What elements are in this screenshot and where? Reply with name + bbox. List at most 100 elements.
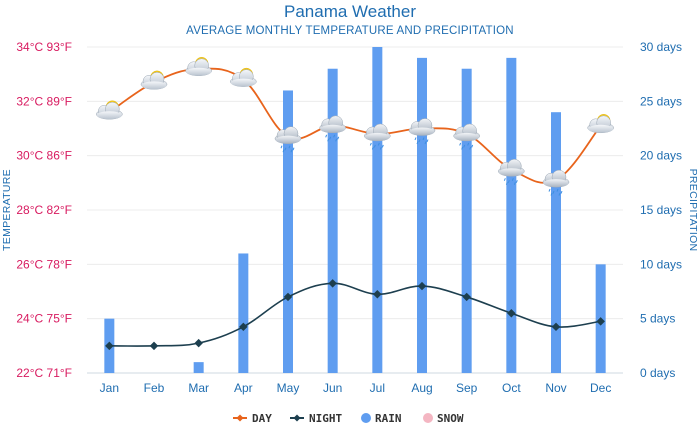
night-point[interactable]	[239, 322, 248, 332]
rain-bar[interactable]	[193, 362, 204, 373]
rain-bar[interactable]	[461, 68, 472, 373]
raindrop-icon	[290, 149, 293, 153]
sun-cloud-icon	[185, 57, 212, 76]
y-left-tick-label: 34°C 93°F	[16, 40, 72, 54]
night-point[interactable]	[373, 289, 382, 299]
night-point[interactable]	[149, 341, 159, 351]
rain-bar[interactable]	[327, 68, 338, 373]
raindrop-icon	[469, 146, 472, 150]
legend-item-rain[interactable]: RAIN	[361, 412, 402, 425]
night-point[interactable]	[462, 292, 471, 302]
legend-item-night[interactable]: NIGHT	[290, 412, 342, 425]
cloud-fill	[543, 179, 569, 188]
legend-label: NIGHT	[309, 412, 342, 425]
x-tick-label: Aug	[411, 381, 432, 395]
raindrop-icon	[461, 146, 464, 150]
raindrop-icon	[548, 188, 551, 192]
rain-cloud-icon	[542, 169, 570, 196]
rain-cloud-icon	[408, 118, 436, 145]
y-left-tick-label: 24°C 75°F	[16, 312, 72, 326]
night-point[interactable]	[596, 317, 605, 326]
rain-bar[interactable]	[372, 47, 383, 373]
rain-bar[interactable]	[238, 253, 249, 373]
legend-swatch-dot	[423, 413, 433, 423]
sun-cloud-icon	[96, 100, 123, 120]
legend-swatch-marker	[293, 414, 301, 422]
cloud-fill	[409, 127, 435, 136]
raindrop-icon	[371, 146, 374, 150]
y-right-tick-label: 0 days	[640, 366, 675, 380]
raindrop-icon	[505, 182, 508, 185]
raindrop-icon	[333, 134, 336, 138]
legend-item-snow[interactable]: SNOW	[423, 412, 464, 425]
y-axis-left-label: TEMPERATURE	[1, 169, 13, 251]
rain-cloud-icon	[274, 126, 302, 153]
raindrop-icon	[280, 145, 283, 149]
raindrop-icon	[558, 192, 561, 196]
y-right-tick-label: 15 days	[640, 203, 682, 217]
rain-cloud-icon	[498, 159, 525, 185]
night-point[interactable]	[507, 308, 516, 318]
y-right-tick-label: 5 days	[640, 312, 675, 326]
cloud-fill	[230, 78, 256, 87]
rain-cloud-icon	[319, 115, 346, 142]
raindrop-icon	[426, 139, 429, 143]
raindrop-icon	[503, 178, 506, 181]
raindrop-icon	[416, 141, 419, 145]
legend[interactable]: DAY NIGHT RAIN SNOW	[233, 412, 464, 425]
night-point[interactable]	[283, 292, 293, 302]
day-series	[108, 67, 602, 184]
cloud-fill	[275, 135, 301, 144]
legend-label: RAIN	[375, 412, 402, 425]
rain-bar[interactable]	[551, 112, 561, 373]
raindrop-icon	[467, 142, 470, 146]
sun-cloud-icon	[230, 67, 257, 87]
day-line	[108, 67, 602, 184]
raindrop-icon	[284, 147, 287, 151]
raindrop-icon	[418, 139, 421, 143]
cloud-fill	[96, 111, 122, 120]
night-point[interactable]	[328, 279, 337, 288]
rain-cloud-icon	[364, 123, 391, 150]
cloud-fill	[588, 124, 614, 133]
raindrop-icon	[325, 134, 328, 138]
raindrop-icon	[335, 138, 338, 142]
rain-bar[interactable]	[417, 57, 427, 373]
legend-item-day[interactable]: DAY	[233, 412, 272, 425]
raindrop-icon	[379, 146, 382, 150]
raindrop-icon	[552, 190, 555, 194]
raindrop-icon	[463, 144, 466, 148]
y-right-tick-label: 25 days	[640, 94, 682, 108]
night-point[interactable]	[194, 338, 203, 348]
raindrop-icon	[459, 142, 462, 146]
x-tick-label: Dec	[590, 381, 611, 395]
raindrop-icon	[560, 190, 563, 194]
x-axis: Jan Feb Mar Apr May Jun Jul Aug Sep Oct Nov Dec	[100, 381, 612, 395]
x-tick-label: May	[277, 381, 300, 395]
night-point[interactable]	[551, 322, 561, 332]
x-tick-label: Jul	[370, 381, 385, 395]
raindrop-icon	[282, 149, 285, 153]
night-point[interactable]	[105, 341, 114, 351]
legend-swatch-dot	[361, 413, 371, 423]
raindrop-icon	[550, 192, 553, 196]
raindrop-icon	[337, 136, 340, 140]
raindrop-icon	[369, 142, 372, 146]
legend-label: DAY	[252, 412, 272, 425]
raindrop-icon	[556, 188, 559, 192]
rain-cloud-icon	[453, 123, 480, 150]
y-left-tick-label: 30°C 86°F	[16, 149, 72, 163]
x-tick-label: Mar	[188, 381, 209, 395]
rain-bar[interactable]	[506, 57, 517, 373]
night-line	[109, 282, 601, 347]
rain-bar[interactable]	[283, 90, 293, 373]
raindrop-icon	[288, 145, 291, 149]
night-point[interactable]	[417, 281, 427, 291]
raindrop-icon	[327, 138, 330, 142]
y-left-tick-label: 32°C 89°F	[16, 94, 72, 108]
raindrop-icon	[513, 182, 516, 185]
y-right-tick-label: 10 days	[640, 257, 682, 271]
legend-swatch-marker	[236, 414, 244, 422]
